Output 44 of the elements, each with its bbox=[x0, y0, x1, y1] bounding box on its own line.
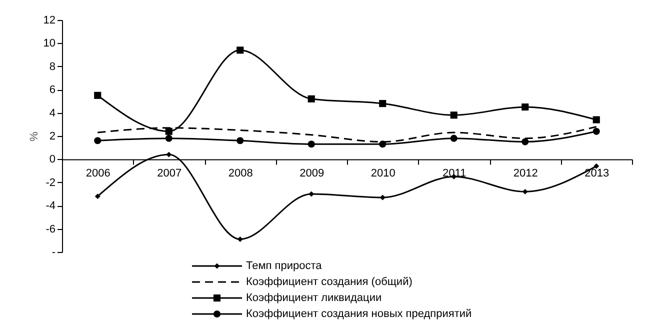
point bbox=[165, 134, 172, 142]
y-tick-label: - bbox=[52, 246, 56, 258]
point bbox=[592, 116, 600, 124]
point bbox=[94, 194, 100, 200]
y-tick-label: -6 bbox=[46, 223, 56, 236]
point bbox=[594, 163, 600, 169]
y-axis-title: % bbox=[28, 131, 40, 142]
point bbox=[94, 137, 102, 144]
point bbox=[165, 128, 172, 135]
x-tick-label: 2012 bbox=[513, 168, 538, 180]
y-tick-label: 4 bbox=[49, 107, 56, 120]
x-tick-label: 2006 bbox=[86, 168, 110, 180]
point bbox=[522, 103, 529, 111]
point bbox=[308, 140, 315, 148]
x-tick-label: 2009 bbox=[300, 168, 324, 180]
y-tick-label: 10 bbox=[43, 38, 56, 50]
point bbox=[308, 95, 315, 102]
point bbox=[450, 134, 458, 142]
point bbox=[236, 46, 244, 54]
legend-label: Коэффициент создания новых предприятий bbox=[246, 308, 472, 320]
point bbox=[522, 138, 529, 146]
y-tick-label: 0 bbox=[49, 154, 56, 166]
y-tick-label: 6 bbox=[49, 84, 56, 96]
point bbox=[522, 188, 528, 194]
x-tick-label: 2007 bbox=[157, 168, 182, 180]
y-tick-label: 8 bbox=[49, 60, 56, 73]
legend-label: Коэффициент создания (общий) bbox=[246, 276, 412, 288]
y-tick-label: 12 bbox=[43, 14, 56, 26]
point bbox=[379, 140, 386, 148]
x-tick-label: 2013 bbox=[584, 168, 610, 180]
x-tick-label: 2010 bbox=[370, 168, 396, 180]
point bbox=[237, 236, 243, 242]
legend-label: Темп прироста bbox=[246, 260, 323, 272]
x-tick-label: 2008 bbox=[228, 168, 253, 180]
point bbox=[236, 137, 244, 144]
legend-label: Коэффициент ликвидации bbox=[246, 292, 382, 304]
point bbox=[592, 128, 600, 135]
y-tick-label: -4 bbox=[46, 200, 56, 212]
y-tick-label: -2 bbox=[46, 176, 56, 189]
y-tick-label: 2 bbox=[49, 130, 56, 142]
point bbox=[379, 100, 386, 108]
point bbox=[166, 152, 172, 158]
point bbox=[450, 112, 458, 119]
point bbox=[94, 92, 102, 99]
